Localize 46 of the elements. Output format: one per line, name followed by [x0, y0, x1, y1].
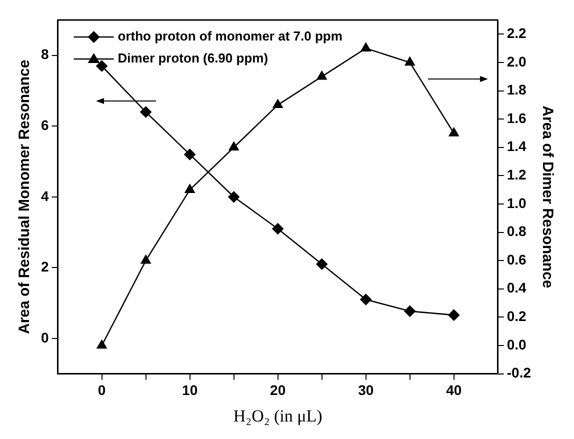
y2-tick-label: 0.6	[506, 251, 527, 268]
x-tick-label: 20	[270, 382, 286, 398]
legend-label: ortho proton of monomer at 7.0 ppm	[118, 28, 342, 44]
point	[228, 142, 239, 151]
y-axis-title: Area of Residual Monomer Resonance	[16, 60, 34, 334]
point	[448, 128, 459, 136]
point	[184, 184, 195, 193]
x-tick-label: 30	[358, 382, 374, 398]
y2-tick-label: 2.2	[506, 25, 527, 42]
point	[140, 254, 151, 264]
point	[272, 99, 283, 108]
x-tick-label: 10	[182, 382, 198, 398]
point	[140, 106, 152, 118]
point	[228, 191, 240, 203]
point	[404, 306, 416, 317]
y2-tick-label: 1.2	[506, 166, 527, 183]
x-tick-label: 0	[98, 382, 106, 398]
y2-tick-label: 0.4	[506, 280, 527, 296]
point	[360, 294, 372, 306]
point	[96, 60, 108, 72]
x-tick-label: 40	[446, 382, 462, 398]
point	[360, 42, 371, 52]
y2-tick-label: 0.8	[506, 223, 527, 240]
x-axis-title: H₂O₂ (in μL)	[233, 406, 322, 426]
y2-tick-label: 0.2	[506, 308, 527, 324]
legend-label: Dimer proton (6.90 ppm)	[118, 50, 268, 66]
y2-tick-label: -0.2	[506, 364, 532, 381]
y-tick-label: 0	[40, 329, 49, 346]
y-tick-label: 2	[40, 258, 49, 275]
y2-axis-title: Area of Dimer Resonance	[538, 106, 556, 288]
y2-tick-label: 1.0	[506, 194, 527, 211]
y2-tick-label: 1.4	[506, 138, 527, 154]
y2-tick-label: 1.8	[506, 82, 527, 98]
point	[96, 340, 107, 349]
y-tick-label: 4	[40, 188, 49, 204]
point	[404, 56, 415, 66]
point	[448, 309, 460, 321]
y2-tick-label: 2.0	[506, 53, 527, 70]
y2-tick-label: 0.0	[506, 336, 527, 352]
y-tick-label: 6	[40, 117, 49, 133]
point	[184, 148, 196, 160]
y-tick-label: 8	[40, 46, 49, 62]
point	[316, 70, 327, 80]
point	[272, 223, 284, 234]
point	[316, 258, 328, 270]
y2-tick-label: 1.6	[506, 110, 527, 126]
